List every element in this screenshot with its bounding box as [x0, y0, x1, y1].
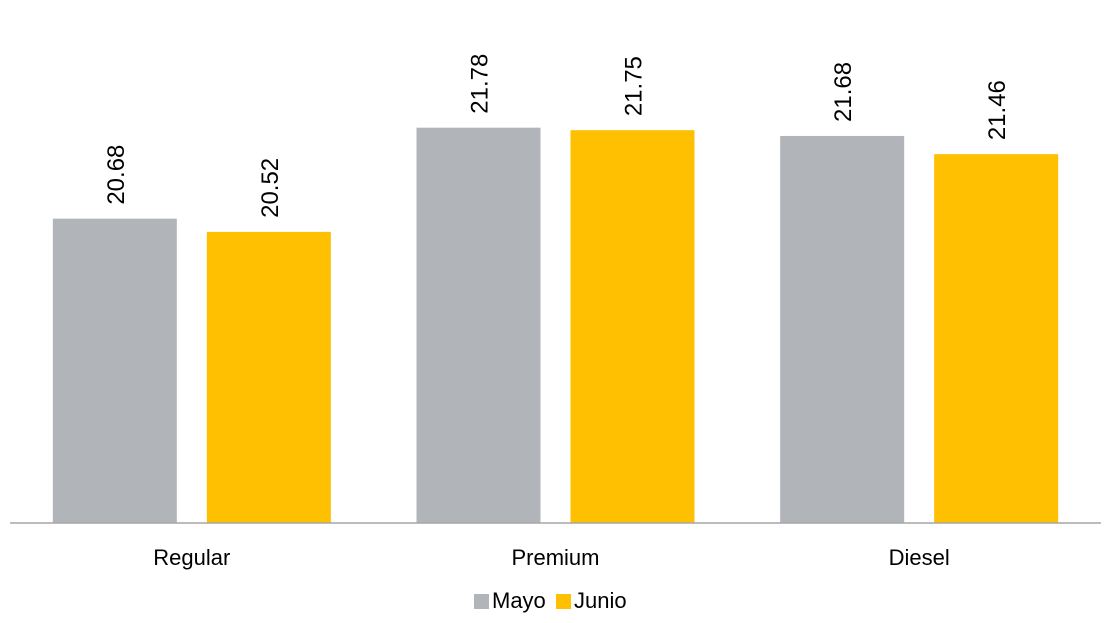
legend-swatch-mayo: [474, 594, 489, 609]
value-label-junio-regular: 20.52: [257, 158, 284, 218]
bar-junio-diesel: [934, 154, 1059, 523]
legend: Mayo Junio: [474, 588, 627, 613]
value-label-junio-diesel: 21.46: [984, 80, 1011, 140]
category-label-premium: Premium: [511, 545, 599, 570]
value-label-junio-premium: 21.75: [621, 56, 648, 116]
bar-mayo-premium: [416, 127, 541, 523]
bars-group: [52, 127, 1059, 524]
category-label-regular: Regular: [153, 545, 230, 570]
value-label-mayo-premium: 21.78: [467, 54, 494, 114]
value-label-mayo-diesel: 21.68: [830, 62, 857, 122]
bar-junio-premium: [570, 130, 695, 524]
value-label-mayo-regular: 20.68: [103, 145, 130, 205]
bar-mayo-diesel: [780, 135, 905, 524]
category-labels-group: Regular Premium Diesel: [153, 545, 949, 570]
legend-swatch-junio: [556, 594, 571, 609]
bar-mayo-regular: [52, 218, 177, 523]
value-labels-group: 20.68 20.52 21.78 21.75 21.68 21.46: [103, 54, 1011, 218]
legend-label-junio: Junio: [574, 588, 627, 613]
category-label-diesel: Diesel: [889, 545, 950, 570]
bar-junio-regular: [206, 231, 331, 523]
legend-label-mayo: Mayo: [492, 588, 546, 613]
